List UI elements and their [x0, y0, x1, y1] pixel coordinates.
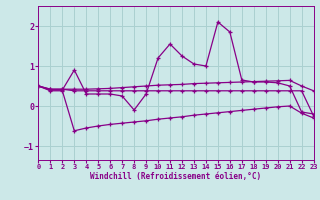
X-axis label: Windchill (Refroidissement éolien,°C): Windchill (Refroidissement éolien,°C) [91, 172, 261, 181]
